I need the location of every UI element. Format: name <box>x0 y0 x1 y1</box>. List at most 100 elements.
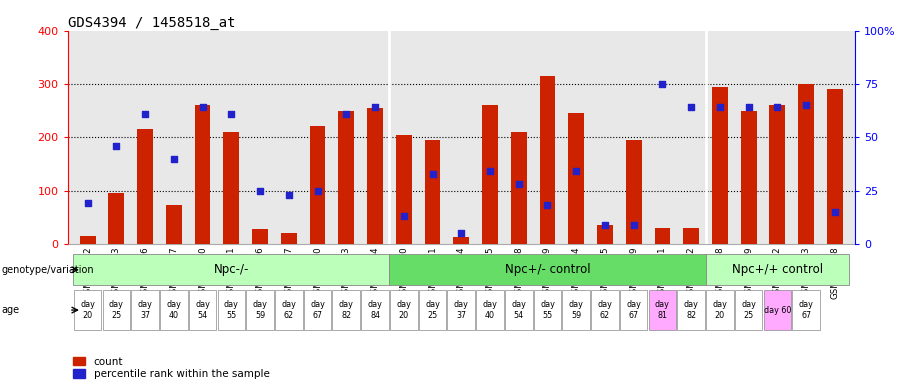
Text: day
25: day 25 <box>742 300 756 320</box>
Bar <box>80 236 95 244</box>
Bar <box>73 254 390 285</box>
Bar <box>275 290 302 330</box>
Bar <box>160 290 187 330</box>
Text: Npc+/+ control: Npc+/+ control <box>732 263 823 276</box>
Text: genotype/variation: genotype/variation <box>2 265 94 275</box>
Bar <box>792 290 820 330</box>
Bar <box>770 105 786 244</box>
Point <box>138 111 152 117</box>
Bar <box>166 205 182 244</box>
Text: day
81: day 81 <box>655 300 670 320</box>
Bar <box>798 84 814 244</box>
Point <box>828 209 842 215</box>
Point <box>282 192 296 198</box>
Text: day
37: day 37 <box>454 300 469 320</box>
Bar <box>597 225 613 244</box>
Bar <box>367 108 382 244</box>
Bar <box>103 290 130 330</box>
Bar <box>454 237 469 244</box>
Bar <box>568 113 584 244</box>
Bar <box>332 290 360 330</box>
Text: day
59: day 59 <box>569 300 584 320</box>
Bar <box>505 290 533 330</box>
Bar <box>540 76 555 244</box>
Bar <box>218 290 245 330</box>
Bar <box>189 290 216 330</box>
Bar <box>109 193 124 244</box>
Bar <box>735 290 762 330</box>
Text: Npc+/- control: Npc+/- control <box>505 263 590 276</box>
Text: day
82: day 82 <box>684 300 698 320</box>
Point <box>310 187 325 194</box>
Bar <box>511 132 526 244</box>
Point <box>195 104 210 111</box>
Bar <box>281 233 297 244</box>
Text: Npc-/-: Npc-/- <box>213 263 249 276</box>
Bar <box>447 290 475 330</box>
Text: day
20: day 20 <box>396 300 411 320</box>
Text: day
67: day 67 <box>310 300 325 320</box>
Bar <box>418 290 446 330</box>
Point <box>426 170 440 177</box>
Text: day
37: day 37 <box>138 300 152 320</box>
Point <box>713 104 727 111</box>
Point <box>166 156 181 162</box>
Point <box>454 230 468 236</box>
Text: day
40: day 40 <box>482 300 498 320</box>
Bar <box>683 228 699 244</box>
Text: day
67: day 67 <box>798 300 814 320</box>
Text: day
67: day 67 <box>626 300 641 320</box>
Bar <box>476 290 504 330</box>
Bar <box>247 290 274 330</box>
Bar <box>626 140 642 244</box>
Text: day 60: day 60 <box>764 306 791 314</box>
Text: day
55: day 55 <box>540 300 555 320</box>
Point <box>368 104 382 111</box>
Bar <box>763 290 791 330</box>
Bar <box>712 87 728 244</box>
Legend: count, percentile rank within the sample: count, percentile rank within the sample <box>73 357 269 379</box>
Bar <box>137 129 153 244</box>
Bar <box>425 140 440 244</box>
Text: day
20: day 20 <box>80 300 95 320</box>
Point <box>339 111 354 117</box>
Bar <box>310 126 326 244</box>
Point <box>684 104 698 111</box>
Bar <box>706 254 850 285</box>
Point <box>540 202 554 209</box>
Bar <box>131 290 159 330</box>
Bar <box>678 290 705 330</box>
Text: day
54: day 54 <box>511 300 526 320</box>
Text: day
62: day 62 <box>598 300 612 320</box>
Bar <box>482 105 498 244</box>
Bar <box>591 290 619 330</box>
Point <box>626 222 641 228</box>
Point <box>742 104 756 111</box>
Text: day
40: day 40 <box>166 300 181 320</box>
Point <box>511 181 526 187</box>
Bar <box>194 105 211 244</box>
Text: day
25: day 25 <box>109 300 124 320</box>
Text: day
55: day 55 <box>224 300 238 320</box>
Bar <box>390 254 706 285</box>
Point <box>109 143 123 149</box>
Bar <box>396 135 411 244</box>
Bar <box>223 132 239 244</box>
Text: GDS4394 / 1458518_at: GDS4394 / 1458518_at <box>68 16 235 30</box>
Text: day
54: day 54 <box>195 300 210 320</box>
Bar <box>390 290 418 330</box>
Text: age: age <box>2 305 20 315</box>
Point <box>224 111 238 117</box>
Bar <box>827 89 842 244</box>
Text: day
82: day 82 <box>338 300 354 320</box>
Bar <box>706 290 733 330</box>
Point <box>655 81 670 87</box>
Bar <box>304 290 331 330</box>
Point <box>770 104 785 111</box>
Text: day
59: day 59 <box>253 300 267 320</box>
Bar <box>562 290 590 330</box>
Point <box>80 200 94 207</box>
Bar <box>361 290 389 330</box>
Point <box>569 168 583 174</box>
Point <box>397 213 411 219</box>
